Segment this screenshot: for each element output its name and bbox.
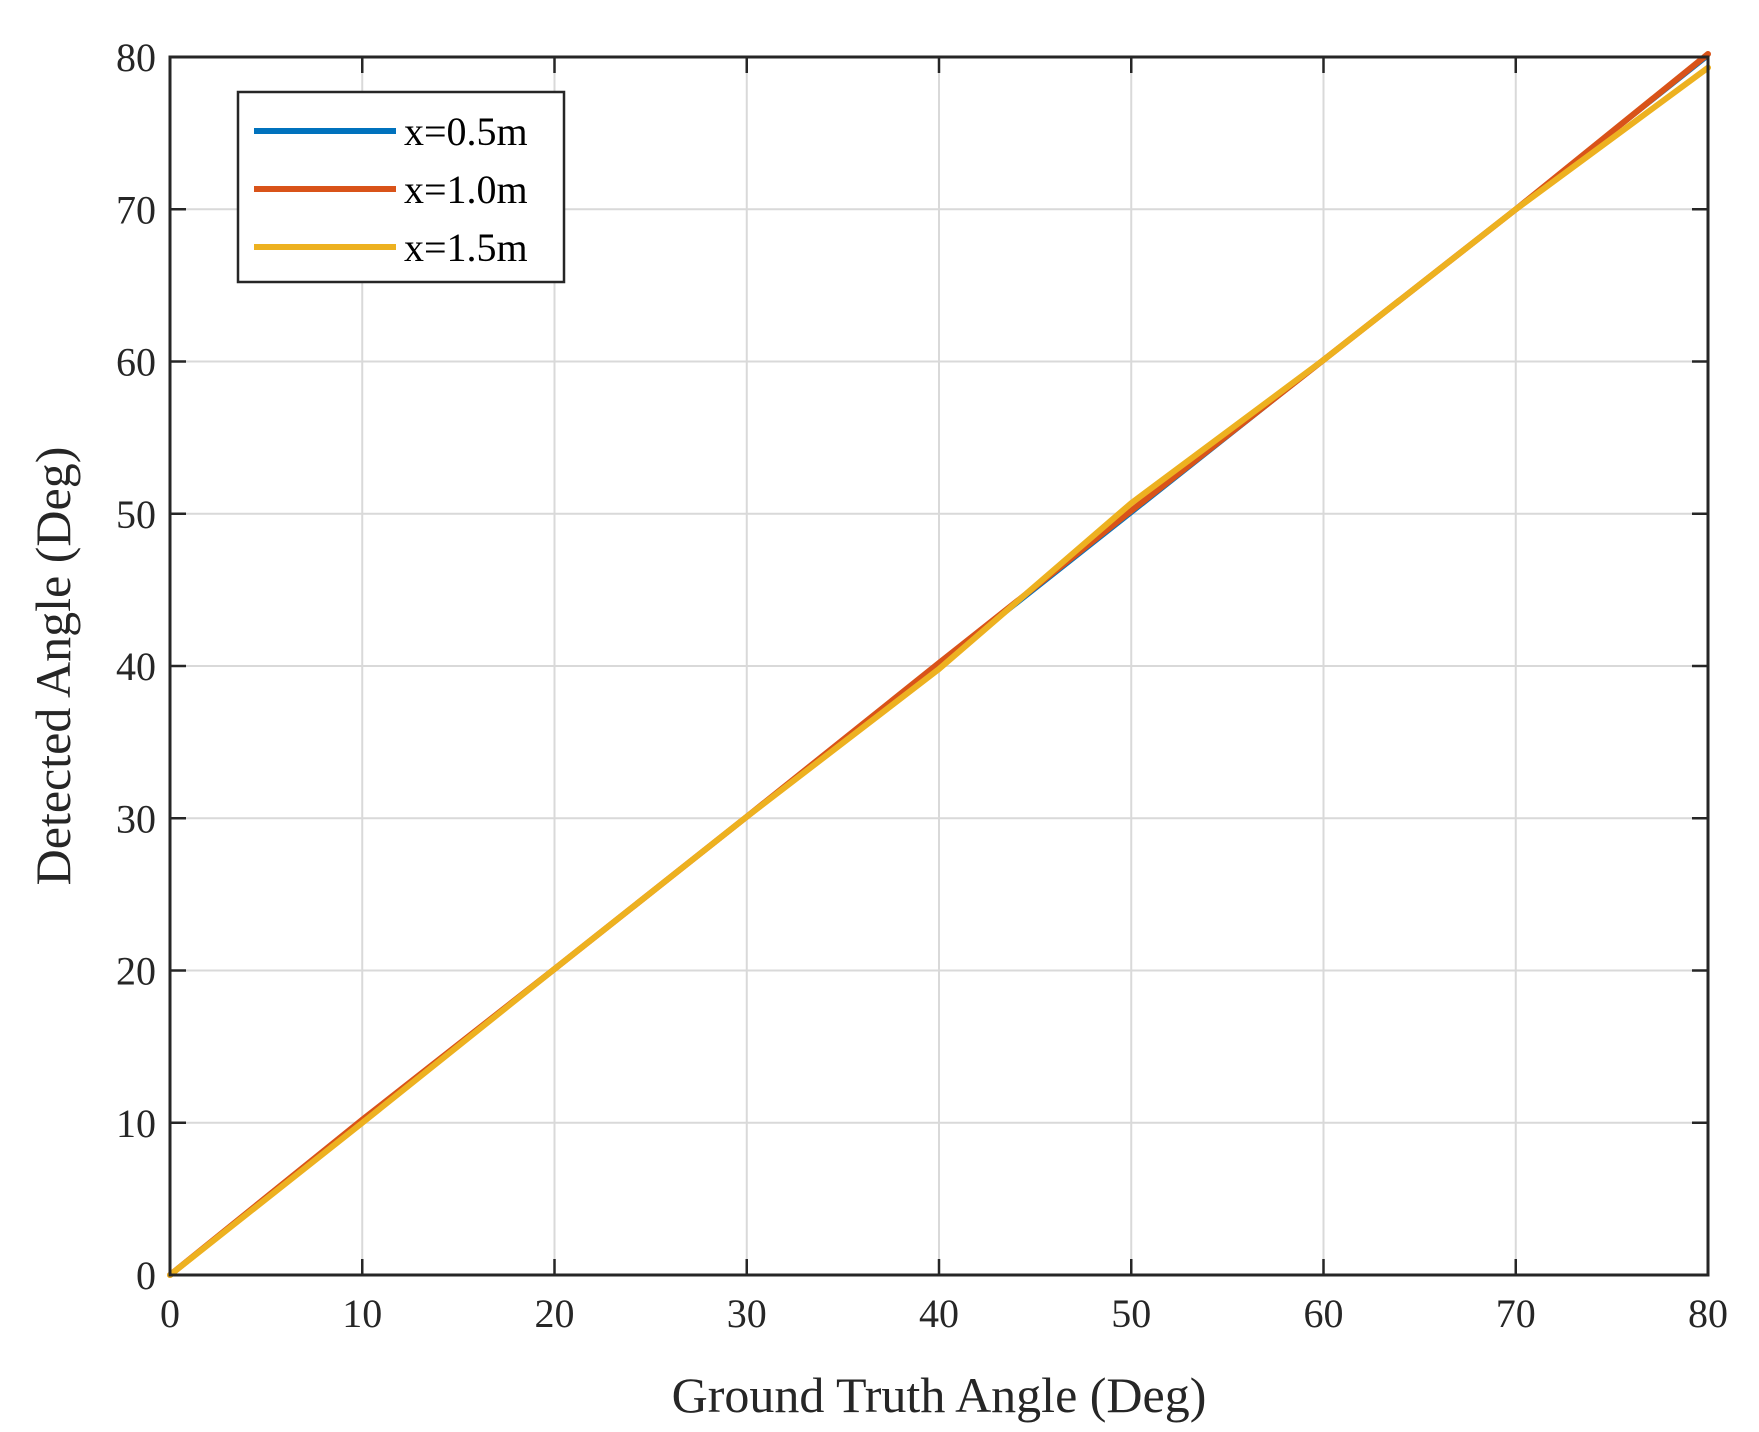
x-tick-label: 40 [919,1291,959,1336]
legend-entry-label: x=1.0m [404,167,528,212]
series-lines [167,51,1711,1278]
x-tick-label: 10 [342,1291,382,1336]
y-tick-label: 10 [116,1101,156,1146]
y-tick-label: 0 [136,1253,156,1298]
legend-entry-label: x=0.5m [404,109,528,154]
legend: x=0.5m x=1.0m x=1.5m [236,90,566,284]
y-tick-label: 20 [116,949,156,994]
x-axis-label: Ground Truth Angle (Deg) [672,1367,1207,1423]
y-axis-label: Detected Angle (Deg) [25,447,81,886]
tick-labels: 0 10 20 30 40 50 60 70 80 0 10 20 30 40 50 60 70 80 [116,35,1728,1336]
y-tick-label: 40 [116,644,156,689]
y-tick-label: 70 [116,187,156,232]
x-tick-label: 30 [727,1291,767,1336]
y-tick-label: 30 [116,796,156,841]
series-line-3 [167,64,1711,1278]
x-tick-label: 60 [1304,1291,1344,1336]
y-tick-label: 80 [116,35,156,80]
x-tick-label: 20 [535,1291,575,1336]
x-tick-label: 0 [160,1291,180,1336]
y-tick-label: 50 [116,492,156,537]
y-tick-label: 60 [116,340,156,385]
x-tick-label: 70 [1496,1291,1536,1336]
x-tick-label: 50 [1111,1291,1151,1336]
legend-entry-label: x=1.5m [404,225,528,270]
tick-marks [168,55,1710,1277]
x-tick-label: 80 [1688,1291,1728,1336]
